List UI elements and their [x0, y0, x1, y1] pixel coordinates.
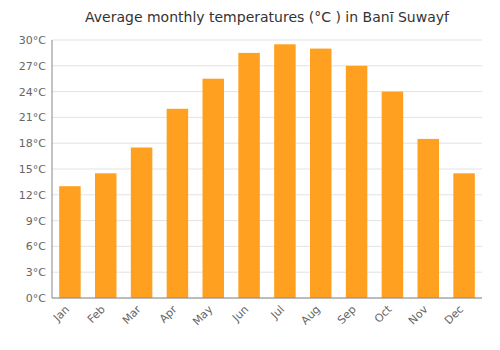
- bar: [310, 49, 332, 298]
- x-tick-label: Nov: [406, 303, 431, 328]
- bars: [59, 44, 475, 298]
- x-tick-label: Dec: [442, 303, 466, 327]
- chart-svg: Average monthly temperatures (°C ) in Ba…: [0, 0, 500, 350]
- grid-line: [52, 40, 482, 41]
- bar: [418, 139, 440, 298]
- y-tick-label: 27°C: [19, 60, 46, 73]
- y-tick-label: 3°C: [26, 266, 46, 279]
- grid-line: [52, 117, 482, 118]
- grid-line: [52, 91, 482, 92]
- bar: [95, 173, 117, 298]
- chart-container: Average monthly temperatures (°C ) in Ba…: [0, 0, 500, 350]
- y-tick-label: 12°C: [19, 189, 46, 202]
- bar: [274, 44, 296, 298]
- y-tick-label: 9°C: [26, 215, 46, 228]
- y-tick-label: 18°C: [19, 137, 46, 150]
- grid: [52, 40, 482, 298]
- x-tick-label: Feb: [85, 303, 108, 326]
- bar: [203, 79, 225, 298]
- y-tick-label: 6°C: [26, 240, 46, 253]
- bar: [167, 109, 189, 298]
- bar: [238, 53, 259, 298]
- x-tick-label: Aug: [298, 303, 322, 327]
- x-tick-label: Jan: [50, 303, 72, 325]
- grid-line: [52, 298, 482, 299]
- bar: [346, 66, 368, 298]
- grid-line: [52, 65, 482, 66]
- bar: [382, 92, 404, 298]
- title: Average monthly temperatures (°C ) in Ba…: [85, 9, 450, 25]
- bar: [59, 186, 81, 298]
- x-tick-label: Apr: [157, 303, 180, 326]
- x-tick-label: May: [190, 303, 216, 329]
- y-tick-label: 30°C: [19, 34, 46, 47]
- bar: [131, 148, 153, 299]
- y-tick-label: 24°C: [19, 86, 46, 99]
- bar: [453, 173, 475, 298]
- x-tick-label: Sep: [335, 303, 359, 327]
- x-tick-label: Jun: [229, 303, 251, 325]
- y-tick-label: 0°C: [26, 292, 46, 305]
- x-tick-label: Oct: [372, 302, 395, 325]
- x-tick-label: Jul: [268, 303, 287, 322]
- y-tick-label: 21°C: [19, 111, 46, 124]
- x-axis-line: [52, 298, 482, 299]
- x-tick-label: Mar: [120, 303, 144, 327]
- y-tick-label: 15°C: [19, 163, 46, 176]
- y-axis-line: [52, 40, 53, 298]
